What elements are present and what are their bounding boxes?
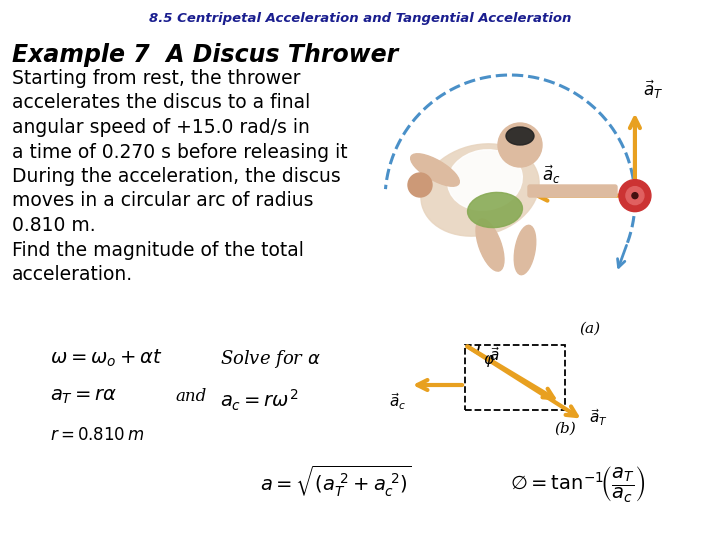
Text: 0.810 m.: 0.810 m. bbox=[12, 216, 96, 235]
Circle shape bbox=[619, 180, 651, 212]
Ellipse shape bbox=[421, 144, 539, 236]
Ellipse shape bbox=[506, 127, 534, 145]
Text: $a = \sqrt{(a_T^{\ 2} + a_c^{\ 2})}$: $a = \sqrt{(a_T^{\ 2} + a_c^{\ 2})}$ bbox=[260, 464, 412, 500]
Circle shape bbox=[408, 173, 432, 197]
Text: $a_c = r\omega^2$: $a_c = r\omega^2$ bbox=[220, 388, 298, 413]
Text: (a): (a) bbox=[580, 322, 600, 336]
Text: During the acceleration, the discus: During the acceleration, the discus bbox=[12, 167, 341, 186]
Text: accelerates the discus to a final: accelerates the discus to a final bbox=[12, 93, 310, 112]
Text: angular speed of +15.0 rad/s in: angular speed of +15.0 rad/s in bbox=[12, 118, 310, 137]
Text: a time of 0.270 s before releasing it: a time of 0.270 s before releasing it bbox=[12, 143, 348, 161]
Circle shape bbox=[632, 193, 638, 199]
Ellipse shape bbox=[514, 225, 536, 275]
Text: $\varphi$: $\varphi$ bbox=[483, 353, 495, 369]
Ellipse shape bbox=[448, 150, 522, 210]
Text: Find the magnitude of the total: Find the magnitude of the total bbox=[12, 240, 304, 260]
Text: $\vec{a}_c$: $\vec{a}_c$ bbox=[389, 391, 406, 411]
Text: (b): (b) bbox=[554, 422, 576, 436]
Text: $\omega = \omega_o + \alpha t$: $\omega = \omega_o + \alpha t$ bbox=[50, 348, 163, 369]
Text: moves in a circular arc of radius: moves in a circular arc of radius bbox=[12, 192, 313, 211]
Text: $\vec{a}$: $\vec{a}$ bbox=[489, 346, 500, 364]
Text: $\vec{a}_T$: $\vec{a}_T$ bbox=[589, 408, 608, 428]
Text: acceleration.: acceleration. bbox=[12, 265, 133, 284]
Text: Example 7  A Discus Thrower: Example 7 A Discus Thrower bbox=[12, 43, 398, 67]
FancyBboxPatch shape bbox=[528, 185, 617, 197]
Text: Starting from rest, the thrower: Starting from rest, the thrower bbox=[12, 69, 300, 88]
Text: $a_T = r\alpha$: $a_T = r\alpha$ bbox=[50, 388, 117, 406]
Text: $\vec{a}_T$: $\vec{a}_T$ bbox=[643, 78, 663, 100]
Text: $\emptyset = \tan^{-1}\!\!\left(\dfrac{a_T}{a_c}\right)$: $\emptyset = \tan^{-1}\!\!\left(\dfrac{a… bbox=[510, 464, 646, 504]
Text: 8.5 Centripetal Acceleration and Tangential Acceleration: 8.5 Centripetal Acceleration and Tangent… bbox=[149, 12, 571, 25]
Circle shape bbox=[498, 123, 542, 167]
Ellipse shape bbox=[467, 192, 523, 227]
Text: Solve for $\alpha$: Solve for $\alpha$ bbox=[220, 348, 321, 370]
Ellipse shape bbox=[410, 154, 459, 186]
Text: and: and bbox=[175, 388, 206, 405]
Circle shape bbox=[626, 187, 644, 205]
Ellipse shape bbox=[476, 219, 504, 271]
Text: $\vec{a}_c$: $\vec{a}_c$ bbox=[542, 163, 561, 186]
Text: $r = 0.810\,m$: $r = 0.810\,m$ bbox=[50, 427, 144, 444]
